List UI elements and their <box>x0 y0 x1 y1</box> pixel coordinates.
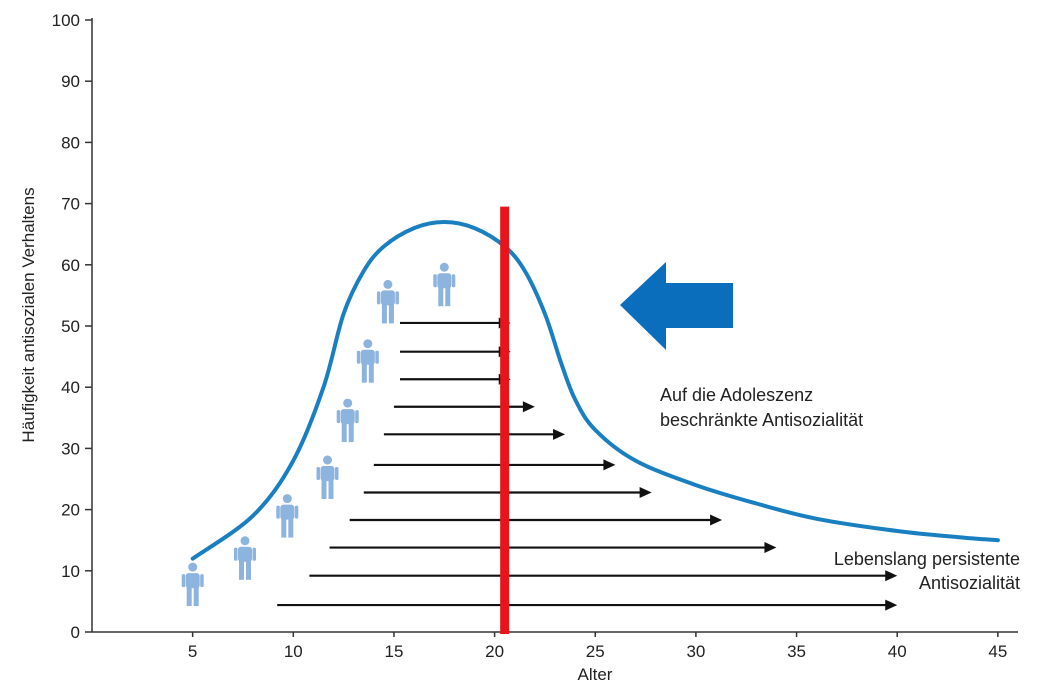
person-torso <box>360 349 375 365</box>
person-leg-right <box>445 287 451 307</box>
person-arm-left <box>433 274 437 288</box>
person-head <box>343 398 353 408</box>
person-torso <box>380 290 395 306</box>
person-head <box>363 339 373 349</box>
arrow-head <box>639 486 652 498</box>
arrow-head <box>764 542 777 554</box>
person-leg-right <box>348 423 354 443</box>
person-leg-left <box>361 363 367 383</box>
person-head <box>323 455 332 465</box>
arrow-head <box>885 599 898 611</box>
arrow-head <box>553 428 566 440</box>
person-leg-left <box>186 587 192 607</box>
person-leg-left <box>321 480 327 499</box>
y-tick-label: 100 <box>52 11 80 30</box>
arrow-head <box>522 401 535 413</box>
y-tick-label: 10 <box>61 562 80 581</box>
highlight-layer <box>620 262 733 350</box>
person-leg-right <box>328 480 334 499</box>
person-arm-left <box>376 291 381 305</box>
series-line-0 <box>190 219 1000 561</box>
arrow-layer <box>277 317 898 611</box>
person-arm-right <box>335 467 339 480</box>
person-icon <box>336 398 359 443</box>
person-icon <box>316 455 339 499</box>
person-arm-left <box>181 574 186 588</box>
x-tick-label: 45 <box>988 642 1007 661</box>
arrow-head <box>603 459 616 471</box>
person-leg-left <box>341 423 347 443</box>
y-tick-label: 80 <box>61 133 80 152</box>
x-tick-label: 30 <box>686 642 705 661</box>
person-leg-right <box>246 560 251 580</box>
person-leg-left <box>438 287 444 307</box>
y-tick-label: 90 <box>61 72 80 91</box>
x-tick-label: 25 <box>586 642 605 661</box>
person-arm-right <box>451 274 456 288</box>
arrow-head <box>710 514 723 526</box>
person-icon <box>234 536 256 580</box>
axes: 0 10 20 30 40 50 60 70 80 90 100 5 10 15 20 25 30 35 40 45 <box>52 11 1018 661</box>
y-tick-label: 30 <box>61 439 80 458</box>
person-arm-right <box>252 547 256 561</box>
person-leg-right <box>288 518 294 538</box>
blue-left-arrow-icon <box>620 262 733 350</box>
y-tick-label: 50 <box>61 317 80 336</box>
x-tick-label: 40 <box>888 642 907 661</box>
person-leg-left <box>281 518 287 538</box>
person-head <box>383 279 393 289</box>
person-head <box>439 262 449 272</box>
person-icon <box>276 494 299 538</box>
person-torso <box>185 573 200 589</box>
person-torso <box>340 409 355 425</box>
person-arm-left <box>336 410 341 424</box>
person-leg-left <box>381 304 387 324</box>
person-leg-right <box>388 304 394 324</box>
person-icon <box>356 339 379 383</box>
arrow-head <box>885 570 898 582</box>
person-arm-right <box>200 574 204 588</box>
curve-layer <box>190 219 1000 561</box>
y-axis-label: Häufigkeit antisozialen Verhaltens <box>19 187 38 442</box>
y-tick-label: 60 <box>61 256 80 275</box>
person-arm-left <box>316 467 320 480</box>
person-arm-right <box>395 291 399 305</box>
person-arm-left <box>234 547 238 561</box>
person-arm-left <box>356 350 361 364</box>
y-tick-label: 40 <box>61 378 80 397</box>
x-axis-label: Alter <box>578 665 613 684</box>
x-tick-label: 10 <box>284 642 303 661</box>
x-tick-label: 20 <box>485 642 504 661</box>
annotation-persistent-line1: Lebenslang persistente <box>834 549 1020 569</box>
x-tick-label: 15 <box>384 642 403 661</box>
person-torso <box>238 546 252 562</box>
person-torso <box>437 273 452 289</box>
person-torso <box>280 504 295 520</box>
person-arm-right <box>355 410 359 424</box>
person-torso <box>320 466 335 481</box>
person-icon <box>181 562 204 607</box>
annotation-persistent-line2: Antisozialität <box>919 573 1020 593</box>
person-arm-left <box>276 505 280 519</box>
x-tick-label: 35 <box>787 642 806 661</box>
y-tick-label: 70 <box>61 195 80 214</box>
annotation-adolescence-line1: Auf die Adoleszenz <box>660 385 813 405</box>
person-head <box>240 536 250 546</box>
people-layer <box>181 262 456 607</box>
annotation-adolescence-line2: beschränkte Antisozialität <box>660 410 863 430</box>
y-tick-label: 20 <box>61 501 80 520</box>
person-arm-right <box>294 505 299 519</box>
person-head <box>282 494 292 504</box>
y-tick-label: 0 <box>71 623 80 642</box>
person-leg-right <box>193 587 199 607</box>
person-head <box>188 562 198 572</box>
person-arm-right <box>375 350 379 364</box>
person-icon <box>433 262 456 307</box>
x-tick-label: 5 <box>188 642 197 661</box>
person-icon <box>376 279 399 324</box>
person-leg-right <box>368 363 374 383</box>
person-leg-left <box>239 560 244 580</box>
